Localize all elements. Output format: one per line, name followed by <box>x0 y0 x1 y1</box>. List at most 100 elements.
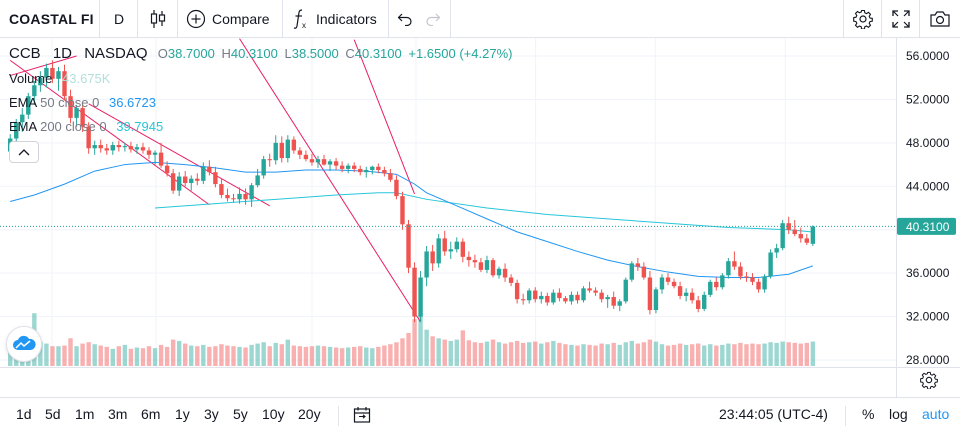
range-10y[interactable]: 10y <box>262 406 285 422</box>
candlestick-style-icon[interactable] <box>147 0 169 38</box>
price-chart[interactable]: 56.000052.000048.000044.000040.000036.00… <box>0 38 960 368</box>
candle-body <box>364 170 369 173</box>
volume-bar <box>720 344 725 366</box>
range-1y[interactable]: 1y <box>175 406 190 422</box>
ohlc-values: O38.7000 H40.3100 L38.5000 C40.3100 +1.6… <box>158 46 513 61</box>
volume-bar <box>267 346 272 366</box>
candle-body <box>502 268 508 278</box>
candle-body <box>195 178 200 181</box>
clock-time[interactable]: 23:44:05 (UTC-4) <box>719 406 828 422</box>
candle-body <box>569 294 574 302</box>
volume-bar <box>74 346 79 366</box>
indicators-button[interactable]: x Indicators <box>292 0 377 38</box>
legend-interval: 1D <box>52 45 73 62</box>
interval-button[interactable]: D <box>114 11 125 27</box>
legend-collapse-button[interactable] <box>9 141 39 163</box>
volume-bar <box>762 343 767 366</box>
range-5d[interactable]: 5d <box>45 406 61 422</box>
candle-body <box>659 277 665 290</box>
candle-body <box>623 279 628 302</box>
range-20y[interactable]: 20y <box>298 406 321 422</box>
settings-gear-icon[interactable] <box>852 0 874 38</box>
candle-body <box>774 248 779 253</box>
volume-bar <box>176 340 182 366</box>
range-3m[interactable]: 3m <box>108 406 128 422</box>
candle-body <box>273 142 278 161</box>
undo-icon[interactable] <box>396 0 414 38</box>
candle-body <box>38 77 43 86</box>
volume-bar <box>249 344 254 366</box>
volume-bar <box>116 346 122 366</box>
volume-bar <box>285 339 291 366</box>
camera-icon[interactable] <box>929 0 951 38</box>
volume-bar <box>442 339 447 366</box>
candle-body <box>466 256 472 261</box>
volume-bar <box>152 348 158 366</box>
time-axis-border <box>0 367 960 368</box>
volume-bar <box>454 339 459 366</box>
redo-icon[interactable] <box>424 0 442 38</box>
range-5y[interactable]: 5y <box>233 406 248 422</box>
ema50-line <box>10 161 814 278</box>
price-tick-label: 28.0000 <box>906 353 950 367</box>
compare-button[interactable]: Compare <box>186 0 270 38</box>
candle-body <box>231 198 236 200</box>
tradingview-logo[interactable] <box>6 326 42 362</box>
auto-scale-toggle[interactable]: auto <box>922 406 950 422</box>
candle-body <box>394 179 399 197</box>
volume-bar <box>689 344 695 366</box>
candle-body <box>424 251 429 278</box>
candle-body <box>128 146 134 150</box>
log-toggle[interactable]: log <box>889 406 908 422</box>
volume-bar <box>189 345 194 366</box>
volume-value: 43.675K <box>62 71 111 86</box>
volume-bar <box>448 340 453 366</box>
candle-body <box>653 289 659 311</box>
candle-body <box>635 263 641 267</box>
volume-bar <box>756 344 761 366</box>
range-1d[interactable]: 1d <box>16 406 32 422</box>
candle-body <box>448 249 453 252</box>
volume-bar <box>466 340 472 366</box>
candle-body <box>714 281 719 288</box>
legend-exchange: NASDAQ <box>84 45 148 62</box>
volume-bar <box>110 348 115 366</box>
candle-body <box>545 295 550 303</box>
svg-text:x: x <box>302 21 306 30</box>
price-tick-label: 48.0000 <box>906 136 950 150</box>
date-range-calendar-icon[interactable] <box>353 406 371 429</box>
volume-bar <box>508 342 514 366</box>
candle-body <box>68 96 73 118</box>
open-label: O <box>157 46 168 61</box>
legend-volume: Volume 43.675K <box>9 71 110 86</box>
ema200-value: 39.7945 <box>116 119 164 134</box>
volume-bar <box>297 346 303 366</box>
volume-bar <box>738 342 743 366</box>
trendline <box>239 38 422 323</box>
candle-body <box>738 266 743 277</box>
candle-body <box>56 71 61 79</box>
candle-body <box>74 108 79 118</box>
ema50-params: 50 close 0 <box>40 95 100 110</box>
volume-label: Volume <box>9 71 53 86</box>
volume-bar <box>671 344 677 366</box>
ema50-value: 36.6723 <box>108 95 156 110</box>
price-tick-label: 44.0000 <box>906 179 950 193</box>
axis-settings-gear-icon[interactable] <box>920 371 938 394</box>
range-1m[interactable]: 1m <box>75 406 95 422</box>
symbol-search[interactable]: COASTAL FI <box>9 11 94 27</box>
percent-toggle[interactable]: % <box>862 406 875 422</box>
close-label: C <box>345 46 355 61</box>
price-tick-label: 36.0000 <box>906 266 950 280</box>
candle-body <box>490 260 496 276</box>
fullscreen-icon[interactable] <box>891 0 911 38</box>
volume-bar <box>80 343 85 366</box>
volume-bar <box>514 340 520 366</box>
range-6m[interactable]: 6m <box>141 406 161 422</box>
top-toolbar: COASTAL FI D Compare x Indicators <box>0 0 960 38</box>
range-3y[interactable]: 3y <box>204 406 219 422</box>
volume-bar <box>243 347 248 366</box>
volume-bar <box>412 319 417 366</box>
candle-body <box>418 277 423 317</box>
volume-bar <box>478 342 484 366</box>
